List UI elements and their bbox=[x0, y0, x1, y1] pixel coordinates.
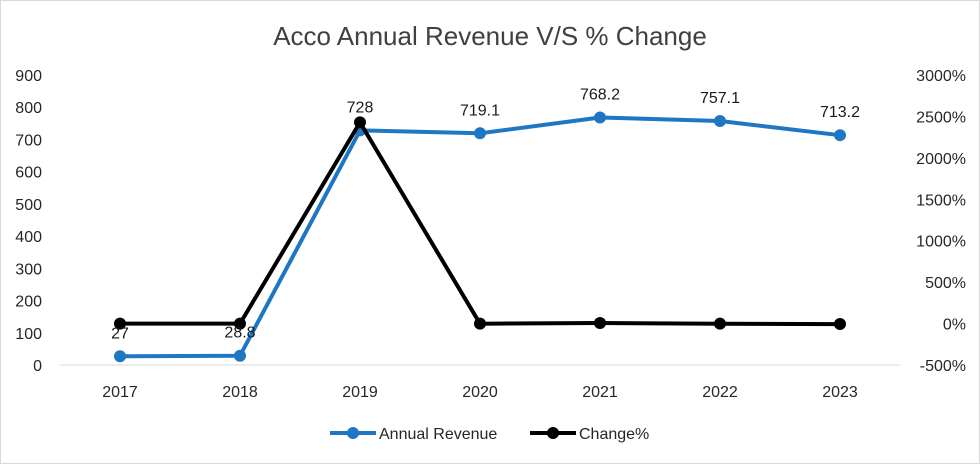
y2-tick-label: 1000% bbox=[916, 234, 966, 251]
y-tick-label: 300 bbox=[15, 261, 42, 278]
legend-marker-change bbox=[547, 427, 559, 439]
data-label: 768.2 bbox=[580, 86, 620, 103]
y-tick-label: 100 bbox=[15, 326, 42, 343]
x-tick-label: 2021 bbox=[582, 384, 618, 401]
x-tick-label: 2023 bbox=[822, 384, 858, 401]
legend-label-annual-revenue: Annual Revenue bbox=[379, 426, 497, 443]
data-point-change bbox=[594, 317, 606, 330]
data-point-annual-revenue bbox=[714, 115, 726, 128]
data-point-change bbox=[354, 116, 366, 129]
data-label: 719.1 bbox=[460, 102, 500, 119]
y2-tick-label: 3000% bbox=[916, 68, 966, 85]
data-point-change bbox=[114, 317, 126, 330]
series-group bbox=[114, 111, 846, 363]
x-tick-label: 2019 bbox=[342, 384, 378, 401]
data-point-change bbox=[714, 317, 726, 330]
x-tick-label: 2017 bbox=[102, 384, 138, 401]
y-tick-label: 800 bbox=[15, 100, 42, 117]
data-label: 728 bbox=[347, 99, 374, 116]
y2-tick-label: 0% bbox=[943, 317, 966, 334]
data-point-change bbox=[234, 317, 246, 330]
data-point-annual-revenue bbox=[474, 127, 486, 140]
chart-title: Acco Annual Revenue V/S % Change bbox=[273, 21, 707, 51]
x-tick-label: 2022 bbox=[702, 384, 738, 401]
legend-label-change: Change% bbox=[579, 426, 649, 443]
y2-tick-label: 1500% bbox=[916, 192, 966, 209]
y-tick-label: 700 bbox=[15, 132, 42, 149]
y-tick-label: 900 bbox=[15, 68, 42, 85]
data-point-annual-revenue bbox=[234, 349, 246, 362]
data-point-annual-revenue bbox=[834, 129, 846, 142]
y2-tick-label: 500% bbox=[925, 275, 966, 292]
y-tick-label: 200 bbox=[15, 294, 42, 311]
data-label: 757.1 bbox=[700, 90, 740, 107]
data-point-annual-revenue bbox=[114, 350, 126, 363]
y2-tick-label: -500% bbox=[920, 358, 966, 375]
data-point-annual-revenue bbox=[594, 111, 606, 124]
y-tick-label: 500 bbox=[15, 197, 42, 214]
x-tick-label: 2018 bbox=[222, 384, 258, 401]
y2-tick-label: 2500% bbox=[916, 109, 966, 126]
data-point-change bbox=[834, 318, 846, 331]
y-tick-label: 400 bbox=[15, 229, 42, 246]
data-label: 27 bbox=[111, 325, 129, 342]
y-tick-label: 0 bbox=[33, 358, 42, 375]
legend: Annual Revenue Change% bbox=[330, 426, 649, 443]
data-label: 713.2 bbox=[820, 104, 860, 121]
data-point-change bbox=[474, 317, 486, 330]
y-tick-label: 600 bbox=[15, 165, 42, 182]
axes-group: 0 100 200 300 400 500 600 700 800 900 -500% 0% 500% 1… bbox=[15, 68, 966, 401]
legend-marker-annual-revenue bbox=[347, 427, 359, 439]
data-label: 28.8 bbox=[224, 325, 255, 342]
y2-tick-label: 2000% bbox=[916, 151, 966, 168]
data-labels-group: 27 28.8 728 719.1 768.2 757.1 713.2 bbox=[111, 86, 860, 342]
x-tick-label: 2020 bbox=[462, 384, 498, 401]
